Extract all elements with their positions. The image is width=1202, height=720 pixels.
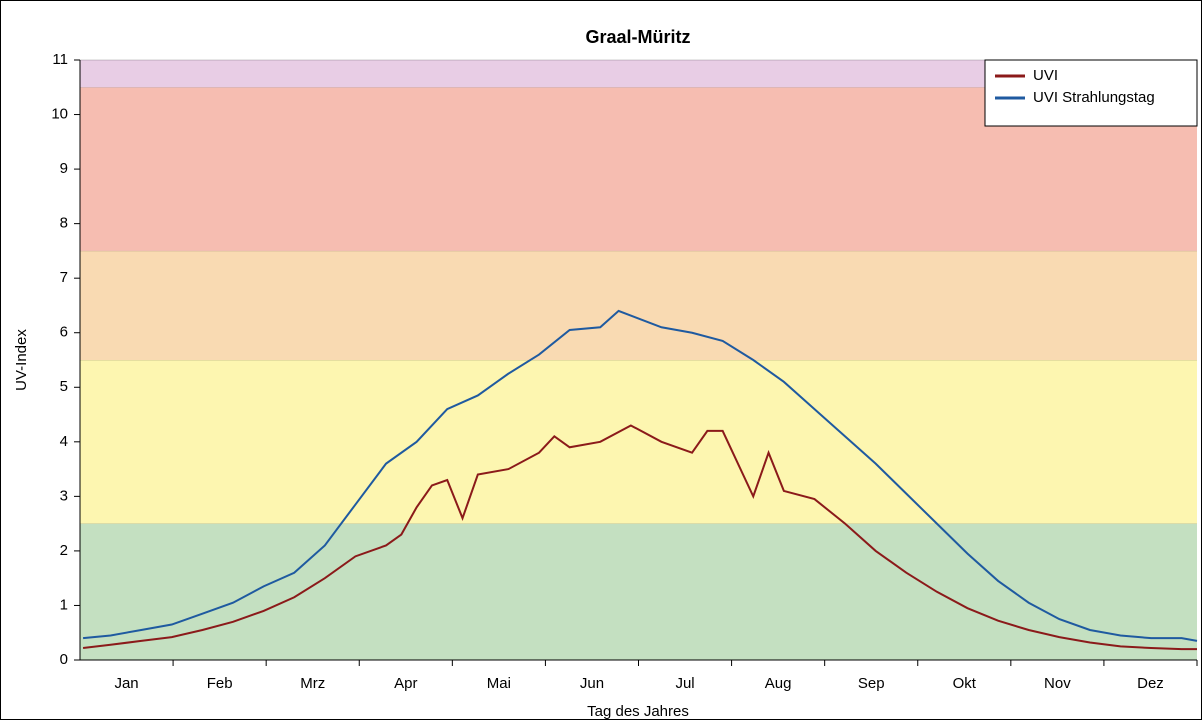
y-tick-label: 0 (60, 651, 68, 668)
x-tick-label: Sep (858, 675, 885, 692)
y-tick-label: 6 (60, 324, 68, 341)
y-tick-label: 9 (60, 160, 68, 177)
y-tick-label: 10 (51, 106, 68, 123)
x-tick-label: Jul (675, 675, 694, 692)
x-tick-label: Dez (1137, 675, 1164, 692)
x-tick-label: Mrz (300, 675, 325, 692)
y-tick-label: 4 (60, 433, 68, 450)
x-tick-label: Aug (765, 675, 792, 692)
x-tick-label: Okt (953, 675, 977, 692)
y-tick-label: 5 (60, 378, 68, 395)
uv-band (80, 523, 1197, 660)
y-tick-label: 8 (60, 215, 68, 232)
y-tick-label: 2 (60, 542, 68, 559)
y-tick-label: 11 (52, 51, 68, 68)
x-tick-label: Nov (1044, 675, 1071, 692)
legend-label: UVI Strahlungstag (1033, 89, 1155, 106)
uv-band (80, 360, 1197, 524)
chart-title: Graal-Müritz (585, 27, 690, 47)
uv-band (80, 250, 1197, 360)
x-tick-label: Apr (394, 675, 417, 692)
x-tick-label: Jan (114, 675, 138, 692)
series-line (82, 424, 1197, 651)
series-line (82, 309, 1198, 642)
legend-label: UVI (1033, 67, 1058, 84)
y-tick-label: 3 (60, 487, 68, 504)
x-tick-label: Mai (487, 675, 511, 692)
y-tick-label: 1 (60, 596, 68, 613)
legend-box (984, 59, 1198, 127)
y-axis-label: UV-Index (13, 329, 30, 391)
x-axis-label: Tag des Jahres (587, 703, 689, 720)
x-tick-label: Feb (207, 675, 233, 692)
x-tick-label: Jun (580, 675, 604, 692)
y-tick-label: 7 (60, 269, 68, 286)
